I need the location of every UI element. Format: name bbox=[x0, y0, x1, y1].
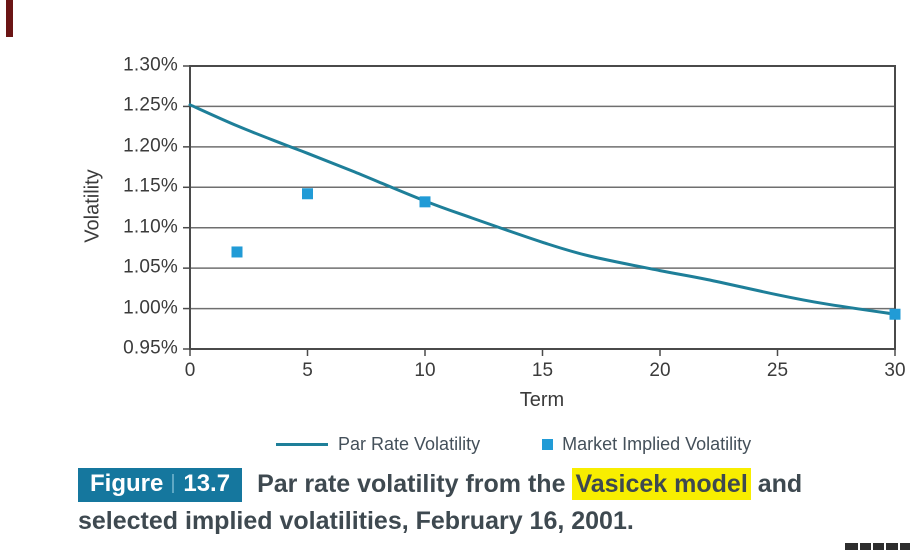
x-axis-tick-label: 20 bbox=[649, 360, 671, 381]
x-axis-tick-label: 25 bbox=[766, 360, 789, 381]
y-axis-title: Volatility bbox=[81, 169, 104, 243]
caption-highlighted-text: Vasicek model bbox=[572, 468, 751, 500]
legend-item-par-rate-volatility: Par Rate Volatility bbox=[276, 434, 480, 455]
legend-label: Market Implied Volatility bbox=[562, 434, 752, 454]
y-axis-tick-label: 1.00% bbox=[123, 297, 178, 319]
y-axis-tick-label: 1.10% bbox=[123, 216, 178, 238]
page-accent-bar bbox=[6, 0, 13, 37]
legend-label: Par Rate Volatility bbox=[338, 434, 481, 454]
volatility-chart: 1.30% 1.25% 1.20% 1.15% 1.10% 1.05% 1.00% 0.95%… bbox=[81, 54, 906, 455]
badge-label: Figure bbox=[90, 470, 164, 497]
y-axis-tick-label: 1.25% bbox=[123, 94, 178, 116]
figure-caption: Figure 13.7 Par rate volatility from the V… bbox=[78, 466, 890, 540]
badge-number: 13.7 bbox=[183, 470, 231, 497]
y-axis-tick-label: 1.20% bbox=[123, 135, 178, 157]
plot-area bbox=[183, 65, 901, 356]
cropped-text-fragment bbox=[845, 543, 910, 550]
badge-divider bbox=[172, 474, 175, 493]
y-axis-tick-label: 1.30% bbox=[123, 54, 178, 76]
x-axis-tick-label: 0 bbox=[184, 360, 196, 381]
legend-item-market-implied-volatility: Market Implied Volatility bbox=[542, 434, 751, 455]
y-axis-tick-label: 1.05% bbox=[123, 256, 178, 278]
x-axis-tick-label: 10 bbox=[414, 360, 436, 381]
y-axis-tick-label: 0.95% bbox=[123, 337, 178, 359]
caption-text-before: Par rate volatility from the bbox=[257, 470, 573, 498]
figure-number-badge: Figure 13.7 bbox=[78, 468, 243, 502]
y-axis-tick-label: 1.15% bbox=[123, 175, 178, 197]
x-axis-tick-label: 30 bbox=[884, 360, 906, 381]
line-swatch-icon bbox=[276, 443, 328, 446]
square-marker-icon bbox=[542, 439, 554, 450]
x-axis-tick-label: 5 bbox=[302, 360, 313, 381]
caption-text-after: and selected implied volatilities, Febru… bbox=[78, 470, 803, 535]
x-axis-title: Term bbox=[519, 389, 565, 411]
x-axis-tick-label: 15 bbox=[531, 360, 554, 381]
chart-legend: Par Rate Volatility Market Implied Volat… bbox=[276, 434, 751, 455]
